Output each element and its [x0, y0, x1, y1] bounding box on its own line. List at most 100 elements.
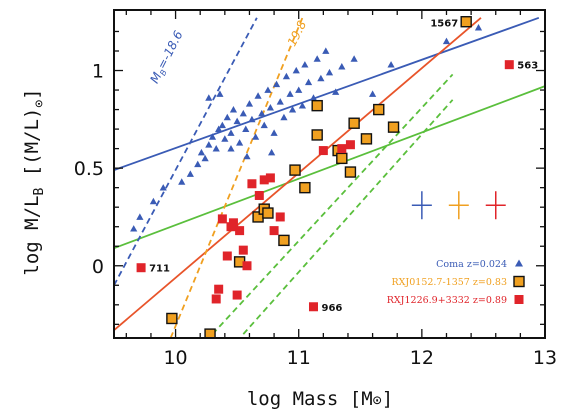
rxj0152-point — [311, 99, 323, 112]
coma-point — [301, 61, 309, 68]
error-bars — [411, 191, 506, 220]
data-points — [130, 16, 514, 338]
rxj1226-point — [254, 190, 264, 200]
rxj0152-point — [311, 129, 323, 141]
coma-point — [205, 141, 213, 148]
x-tick-label: 13 — [533, 347, 557, 369]
rxj1226-point — [222, 251, 232, 261]
coma-point — [304, 78, 313, 86]
svg-text:log M/LB [(M/L)⊙]: log M/LB [(M/L)⊙] — [21, 88, 47, 275]
y-tick-label: 0.5 — [74, 158, 104, 180]
coma-point — [338, 63, 346, 70]
coma-point — [325, 68, 334, 76]
coma-point — [252, 133, 260, 140]
y-tick-label: 0 — [92, 256, 104, 278]
coma-point — [369, 90, 377, 97]
legend-marker-square-outlined — [513, 275, 525, 288]
coma-point — [194, 160, 202, 168]
coma-point — [223, 113, 231, 121]
rxj0152-point — [348, 117, 360, 129]
coma-point — [136, 213, 144, 220]
x-axis-title: log Mass [M⊙] — [247, 388, 393, 410]
coma-point — [286, 90, 294, 97]
coma-point — [236, 139, 244, 146]
coma-point — [258, 109, 266, 117]
coma-point — [322, 47, 330, 54]
rxj1226-point — [275, 212, 285, 222]
legend: Coma z=0.024 RXJ0152.7-1357 z=0.83 RXJ1226… — [387, 259, 525, 306]
rxj1226-point — [232, 290, 242, 300]
coma-point — [332, 88, 340, 95]
rxj1226-point — [308, 302, 318, 312]
coma-point — [159, 184, 167, 191]
axis-ticks: 10 11 12 13 0 0.5 1 — [74, 10, 557, 369]
rxj1226-point — [337, 144, 347, 154]
coma-point — [313, 55, 321, 62]
coma-point — [266, 104, 274, 111]
coma-point — [254, 92, 262, 99]
relation-line-3 — [211, 73, 454, 335]
coma-point — [212, 145, 220, 152]
relation-line-6 — [169, 17, 304, 338]
coma-point — [295, 86, 303, 93]
coma-point — [215, 125, 223, 132]
rxj0152-point — [360, 133, 373, 145]
coma-point — [282, 72, 290, 80]
coma-point — [292, 66, 300, 74]
rxj1226-point — [269, 226, 279, 236]
rxj1226-point — [238, 245, 248, 255]
legend-marker-square — [514, 295, 524, 304]
point-label-563: 563 — [517, 61, 538, 72]
coma-point — [178, 178, 186, 185]
rxj1226-point — [345, 140, 355, 150]
x-tick-label: 11 — [287, 347, 311, 369]
coma-point — [130, 225, 138, 232]
rxj0152-point — [278, 234, 290, 247]
rxj1226-point — [136, 263, 146, 273]
relation-line-0 — [114, 16, 540, 171]
rxj0152-point — [336, 152, 348, 165]
coma-point — [186, 170, 194, 177]
rxj0152-point — [387, 121, 400, 133]
coma-point — [276, 98, 284, 105]
relation-line-4 — [242, 99, 454, 335]
rxj0152-point — [373, 103, 385, 116]
rxj1226-point — [211, 294, 221, 304]
coma-point — [245, 100, 254, 107]
point-label-711: 711 — [149, 264, 170, 275]
coma-point — [442, 37, 451, 45]
rxj0152-point — [460, 16, 472, 28]
rxj1226-point — [214, 284, 224, 294]
coma-point — [350, 55, 358, 62]
coma-point — [260, 121, 268, 129]
rxj1226-point — [235, 226, 245, 236]
rxj0152-point — [344, 166, 357, 178]
coma-point — [272, 80, 281, 88]
rxj1226-point — [242, 261, 252, 271]
relation-line-5 — [114, 17, 258, 286]
coma-point — [208, 133, 217, 140]
rxj0152-point — [204, 328, 216, 338]
line-label-mb: MB=-18.6 — [147, 28, 187, 86]
y-tick-label: 1 — [92, 61, 104, 83]
coma-point — [201, 154, 209, 162]
coma-point — [248, 115, 256, 123]
coma-point — [197, 148, 206, 156]
plot-frame — [113, 9, 546, 339]
coma-point — [218, 121, 226, 129]
rxj1226-point — [318, 146, 328, 156]
rxj1226-point — [247, 179, 257, 189]
coma-point — [270, 129, 278, 136]
coma-point — [298, 102, 307, 109]
rxj1226-point — [504, 60, 514, 70]
rxj0152-point — [166, 312, 178, 325]
coma-point — [227, 129, 235, 136]
coma-point — [239, 109, 247, 117]
coma-point — [268, 148, 276, 156]
coma-point — [233, 117, 241, 125]
rxj1226-point — [259, 175, 269, 185]
coma-point — [229, 105, 238, 113]
coma-point — [474, 23, 483, 31]
coma-point — [242, 125, 250, 132]
